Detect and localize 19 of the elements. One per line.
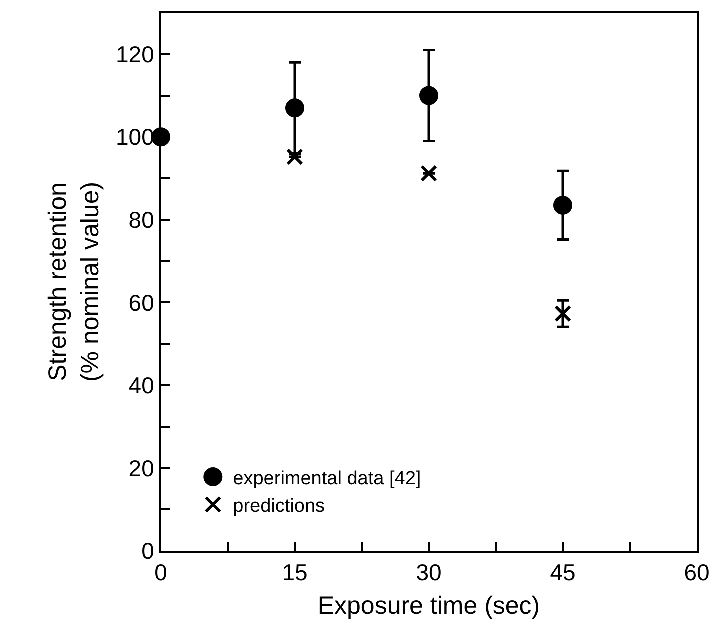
- legend-label: experimental data [42]: [233, 468, 422, 490]
- y-tick-label: 80: [128, 206, 154, 233]
- x-tick-label: 30: [416, 560, 442, 586]
- legend-label: predictions: [233, 496, 326, 518]
- point: [286, 98, 304, 118]
- y-tick-label: 120: [116, 41, 154, 68]
- y-tick-label: 40: [128, 372, 154, 399]
- y-tick-label: 60: [128, 290, 154, 316]
- x-tick-label: 60: [684, 560, 710, 586]
- y-axis-title: Strength retention (% nominal value): [44, 182, 104, 382]
- x-tick-label: 15: [282, 560, 308, 586]
- point: [420, 86, 438, 106]
- point: [420, 165, 438, 182]
- point: [554, 196, 572, 215]
- y-tick-label: 0: [142, 538, 154, 564]
- x-tick-label: 45: [550, 560, 576, 586]
- point: [554, 305, 572, 322]
- y-tick-label: 20: [128, 455, 154, 482]
- x-axis-title: Exposure time (sec): [318, 592, 540, 620]
